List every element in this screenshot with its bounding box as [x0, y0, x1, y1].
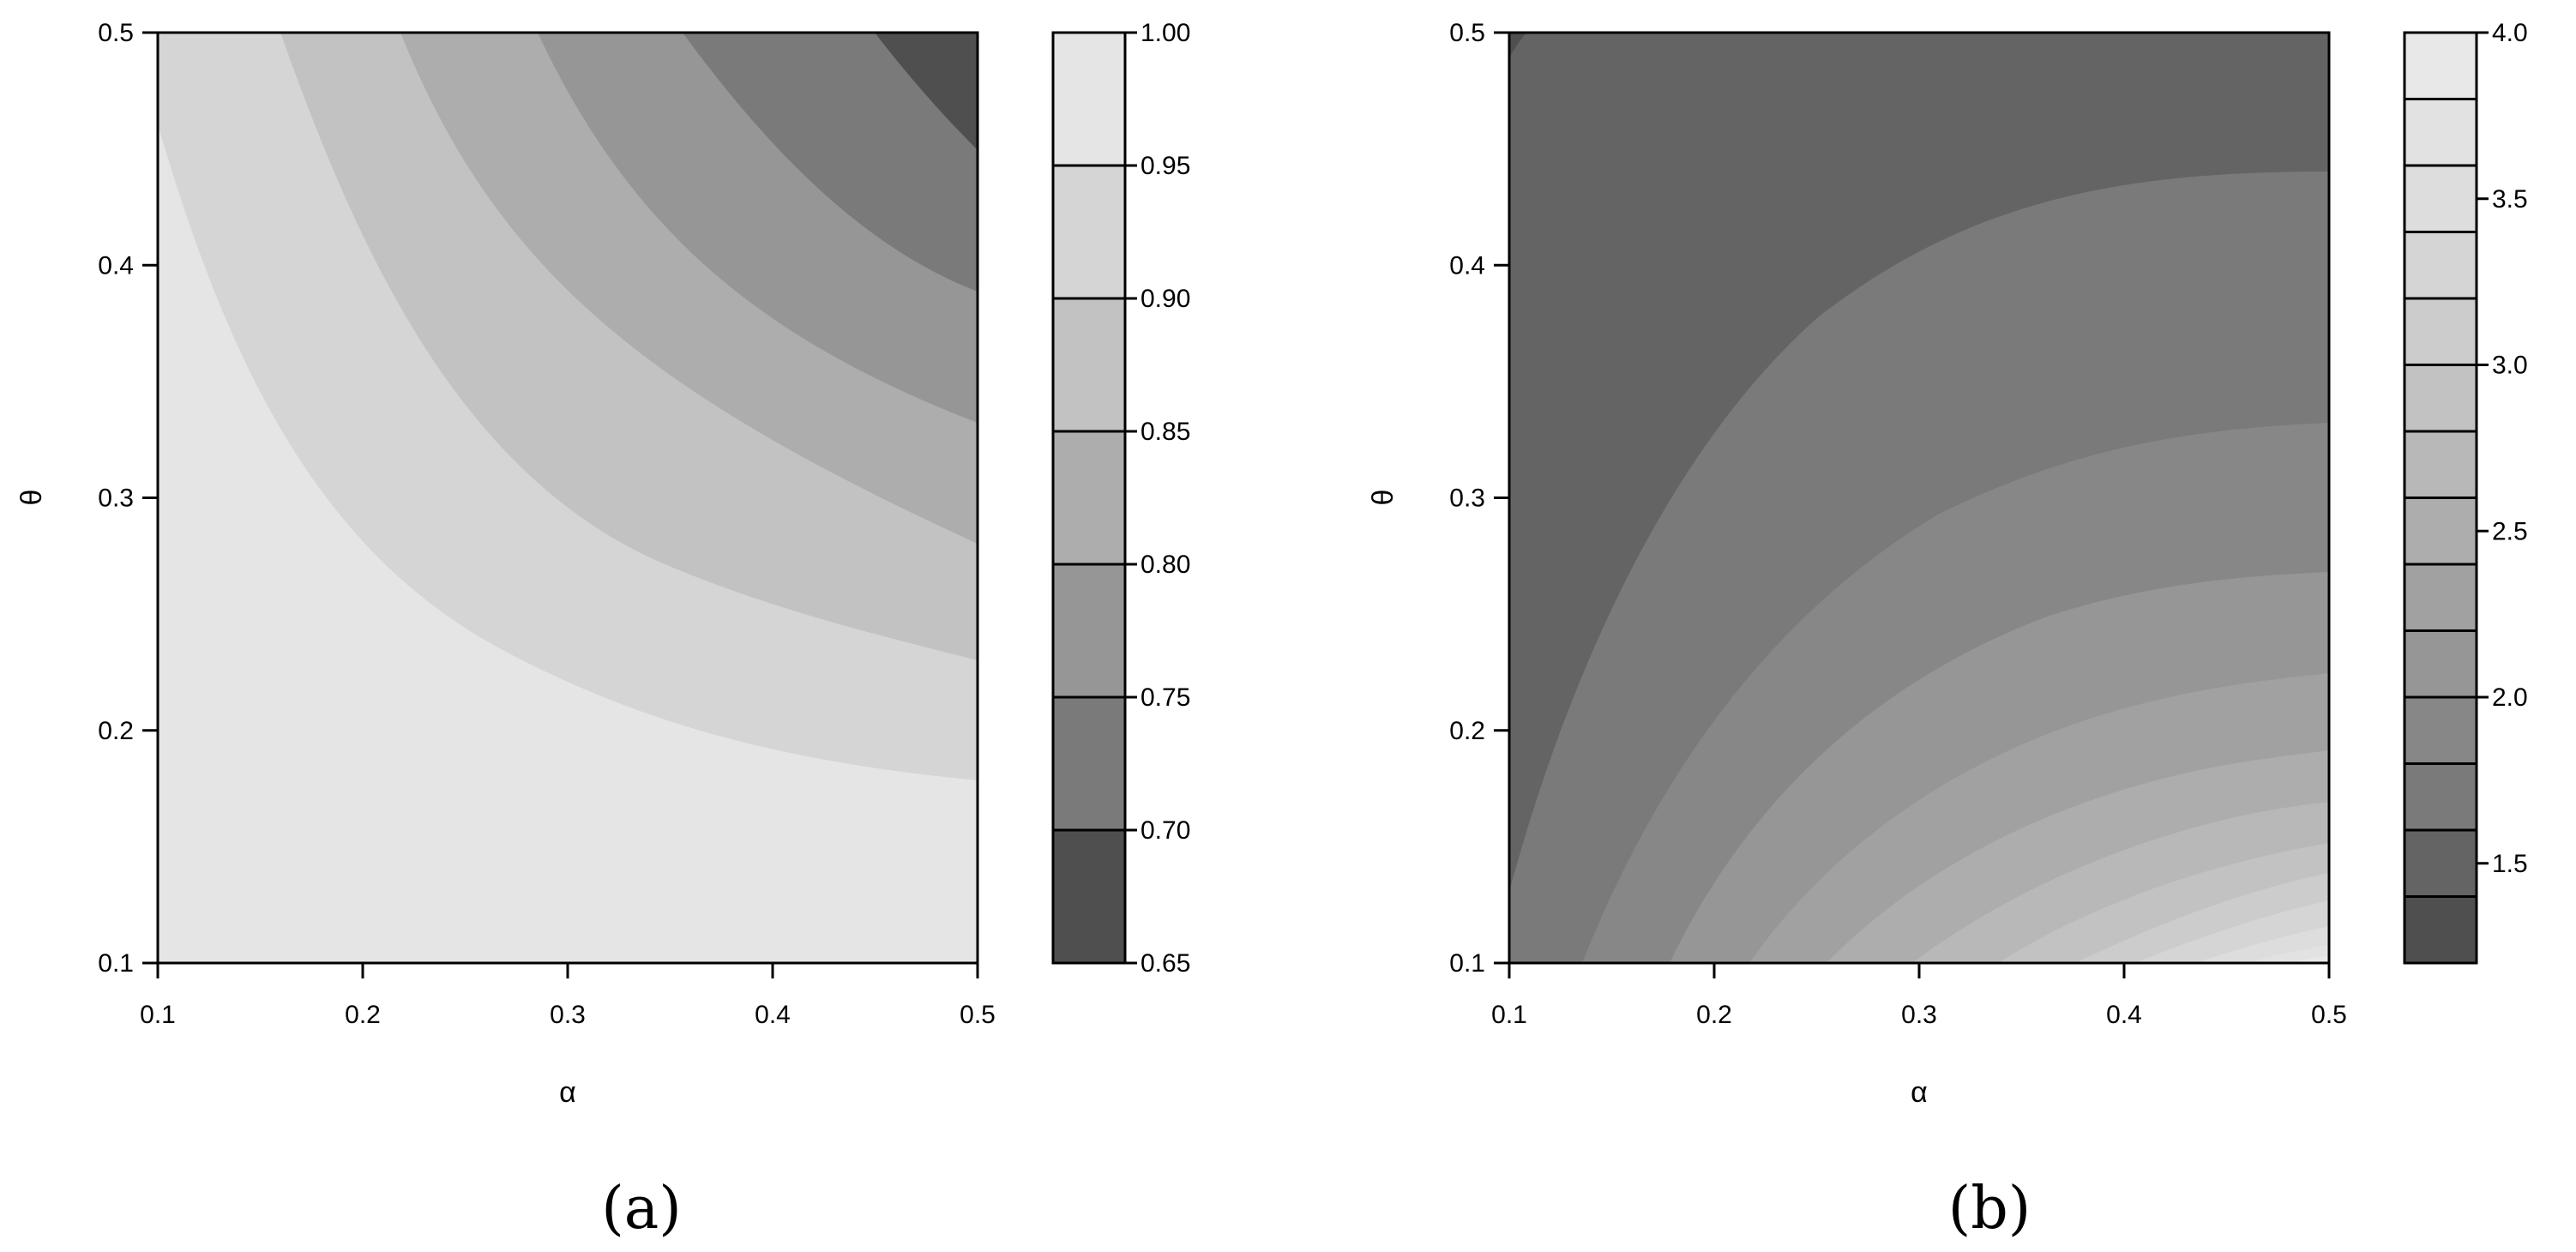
y-tick-label: 0.2 — [1449, 717, 1485, 745]
colorbar-swatch — [1053, 564, 1125, 697]
colorbar-tick-label: 2.0 — [2492, 683, 2528, 712]
x-axis: 0.1 0.2 0.3 0.4 0.5 — [140, 963, 996, 1029]
y-tick-label: 0.3 — [98, 485, 134, 513]
y-axis: 0.1 0.2 0.3 0.4 0.5 — [1449, 19, 1509, 978]
y-tick-label: 0.2 — [98, 717, 134, 745]
colorbar-swatch — [1053, 830, 1125, 963]
colorbar-tick-label: 0.80 — [1141, 551, 1190, 579]
colorbar-swatch — [2404, 298, 2477, 365]
y-axis-label: θ — [15, 490, 48, 506]
colorbar-swatch — [1053, 298, 1125, 431]
colorbar-swatch — [2404, 166, 2477, 232]
colorbar-swatch — [2404, 697, 2477, 764]
colorbar-tick-label: 0.95 — [1141, 152, 1190, 180]
y-tick-label: 0.5 — [1449, 19, 1485, 47]
colorbar-swatch — [2404, 99, 2477, 166]
x-axis: 0.1 0.2 0.3 0.4 0.5 — [1491, 963, 2347, 1029]
y-tick-label: 0.4 — [1449, 251, 1485, 280]
colorbar-frame — [2403, 31, 2478, 965]
colorbar-swatch — [2404, 564, 2477, 631]
x-tick-label: 0.1 — [1491, 1001, 1527, 1029]
x-tick-label: 0.2 — [1696, 1001, 1732, 1029]
colorbar-swatch — [1053, 33, 1125, 166]
contour-panel-b: 0.1 0.2 0.3 0.4 0.5 0.1 0.2 0.3 0.4 0.5 α θ 1.5 2… — [1367, 19, 2528, 1243]
colorbar-tick-label: 1.00 — [1141, 19, 1190, 47]
colorbar-swatch — [2404, 431, 2477, 498]
contour-band-0.70 — [683, 33, 978, 292]
colorbar-swatch — [2404, 630, 2477, 697]
colorbar-tick-label: 0.65 — [1141, 949, 1190, 978]
x-axis-label: α — [559, 1076, 576, 1109]
colorbar-tick-label: 3.5 — [2492, 185, 2528, 214]
panel-caption: (b) — [1948, 1175, 2031, 1243]
colorbar: 0.65 0.70 0.75 0.80 0.85 0.90 0.95 1.00 — [1051, 19, 1190, 978]
contour-band-1.4 — [1509, 33, 1526, 58]
colorbar-swatch — [2404, 896, 2477, 963]
colorbar-swatch — [1053, 431, 1125, 564]
y-tick-label: 0.1 — [1449, 949, 1485, 978]
colorbar-tick-label: 2.5 — [2492, 517, 2528, 545]
contour-panel-a: 0.1 0.2 0.3 0.4 0.5 0.1 0.2 0.3 0.4 0.5 α θ 0.65… — [15, 19, 1190, 1243]
y-axis-label: θ — [1367, 490, 1399, 506]
contour-band-3.8 — [2247, 945, 2329, 963]
x-tick-label: 0.3 — [550, 1001, 586, 1029]
colorbar-swatch — [2404, 497, 2477, 564]
colorbar-swatch — [2404, 830, 2477, 897]
colorbar-swatch — [2404, 232, 2477, 298]
x-axis-label: α — [1911, 1076, 1928, 1109]
colorbar-tick-label: 0.90 — [1141, 285, 1190, 313]
x-tick-label: 0.4 — [2106, 1001, 2142, 1029]
y-tick-label: 0.1 — [98, 949, 134, 978]
x-tick-label: 0.5 — [2311, 1001, 2347, 1029]
colorbar-swatch — [2404, 364, 2477, 431]
colorbar-frame — [1051, 31, 1127, 965]
contour-band-4.0 — [2290, 956, 2329, 963]
colorbar-tick-label: 0.85 — [1141, 418, 1190, 446]
x-tick-label: 0.2 — [345, 1001, 381, 1029]
colorbar-tick-label: 1.5 — [2492, 850, 2528, 878]
colorbar-tick-label: 0.75 — [1141, 683, 1190, 712]
colorbar-swatch — [2404, 33, 2477, 99]
x-tick-label: 0.4 — [755, 1001, 791, 1029]
y-tick-label: 0.5 — [98, 19, 134, 47]
colorbar-tick-label: 0.70 — [1141, 816, 1190, 845]
x-tick-label: 0.3 — [1901, 1001, 1937, 1029]
colorbar-tick-label: 3.0 — [2492, 352, 2528, 380]
x-tick-label: 0.5 — [960, 1001, 996, 1029]
colorbar-swatch — [2404, 763, 2477, 830]
contour-bands — [1509, 33, 2329, 963]
contour-bands — [158, 33, 978, 963]
y-tick-label: 0.4 — [98, 251, 134, 280]
colorbar-swatch — [1053, 166, 1125, 298]
colorbar: 1.5 2.0 2.5 3.0 3.5 4.0 — [2403, 19, 2528, 965]
y-tick-label: 0.3 — [1449, 485, 1485, 513]
contour-band-0.65 — [875, 33, 978, 150]
colorbar-swatch — [1053, 697, 1125, 830]
colorbar-tick-label: 4.0 — [2492, 19, 2528, 47]
x-tick-label: 0.1 — [140, 1001, 176, 1029]
y-axis: 0.1 0.2 0.3 0.4 0.5 — [98, 19, 158, 978]
panel-caption: (a) — [601, 1175, 682, 1243]
